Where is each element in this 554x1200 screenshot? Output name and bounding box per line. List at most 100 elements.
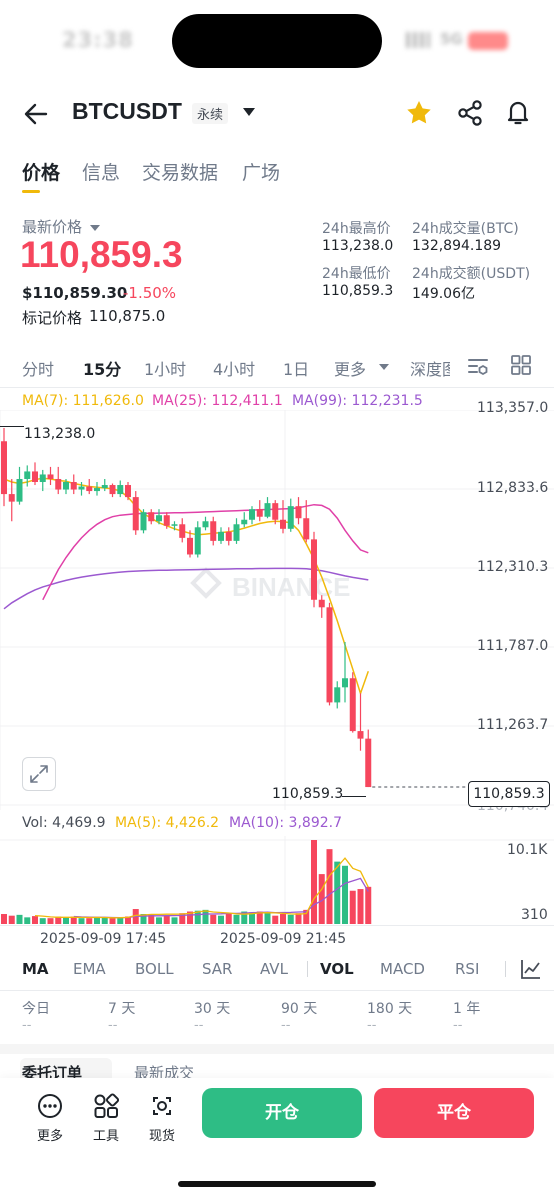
fullscreen-button[interactable]: [22, 757, 56, 791]
low-marker-label: 110,859.3: [272, 786, 344, 802]
tools-button[interactable]: 工具: [86, 1093, 126, 1144]
tab-latest-trades[interactable]: 最新成交: [134, 1064, 195, 1082]
indicator-tab-ma[interactable]: MA: [22, 960, 49, 978]
tab-info[interactable]: 信息: [82, 162, 121, 184]
candle-body: [295, 506, 302, 519]
watermark: BINANCE: [232, 572, 350, 602]
more-dots-icon: [38, 1094, 62, 1118]
volume-ma5-legend: MA(5): 4,426.2: [115, 815, 220, 831]
volume-bar: [101, 917, 108, 924]
candle-body: [16, 478, 23, 502]
candle-body: [171, 524, 178, 526]
indicator-tab-rsi[interactable]: RSI: [455, 960, 480, 978]
volume-bar: [272, 915, 279, 924]
chart-settings-icon[interactable]: [466, 354, 490, 378]
indicator-tab-avl[interactable]: AVL: [260, 960, 288, 978]
price-axis-label: 112,833.6: [477, 480, 549, 496]
spot-button[interactable]: 现货: [142, 1093, 182, 1144]
ma25-legend: MA(25): 112,411.1: [152, 393, 283, 409]
volume-bar: [249, 912, 255, 924]
spot-icon: [153, 1097, 171, 1115]
candle-body: [132, 497, 139, 531]
volume-bar: [156, 917, 162, 924]
caret-down-icon[interactable]: [242, 106, 256, 118]
volume-bar: [241, 911, 248, 924]
time-axis-label: 2025-09-09 17:45: [40, 931, 167, 947]
period-label: 今日: [22, 1001, 50, 1017]
bell-icon[interactable]: [503, 97, 533, 127]
back-arrow-icon[interactable]: [22, 100, 50, 128]
share-icon[interactable]: [455, 98, 485, 128]
volume-usdt-value: 149.06亿: [412, 286, 475, 302]
interval-4h[interactable]: 4小时: [213, 360, 256, 379]
last-price-label[interactable]: 最新价格: [22, 216, 100, 237]
volume-bar: [39, 918, 46, 924]
volume-bar: [194, 910, 201, 924]
candle-body: [8, 494, 15, 502]
volume-bar: [342, 865, 348, 924]
ma99-line: [3, 567, 369, 610]
candle-body: [303, 518, 310, 540]
caret-down-icon: [89, 225, 100, 231]
interval-more[interactable]: 更多: [334, 360, 367, 379]
high-marker-label: 113,238.0: [24, 426, 96, 442]
candle-body: [249, 509, 255, 520]
expand-icon: [30, 765, 48, 783]
period-value: --: [367, 1018, 377, 1033]
volume-btc-value: 132,894.189: [412, 238, 502, 254]
price-axis-label: 113,357.0: [477, 400, 549, 416]
candle-body: [47, 474, 54, 479]
tab-price[interactable]: 价格: [22, 162, 61, 184]
pair-title[interactable]: BTCUSDT: [72, 98, 182, 124]
status-time: 23:38: [62, 28, 134, 52]
favorite-star-icon[interactable]: [404, 98, 434, 128]
indicator-tab-vol[interactable]: VOL: [320, 960, 354, 978]
volume-bar: [16, 914, 23, 924]
volume-bar: [187, 911, 193, 924]
indicator-tab-boll[interactable]: BOLL: [135, 960, 174, 978]
close-position-button[interactable]: 平仓: [374, 1088, 534, 1138]
candle-body: [94, 488, 100, 492]
indicator-tab-ema[interactable]: EMA: [73, 960, 106, 978]
volume-axis-label: 10.1K: [507, 842, 548, 858]
period-value: --: [22, 1018, 32, 1033]
tab-open-orders[interactable]: 委托订单: [22, 1064, 83, 1082]
candle-body: [326, 607, 333, 703]
volume-bar: [349, 890, 356, 924]
candle-body: [241, 519, 248, 525]
volume-bar: [109, 918, 116, 924]
layout-grid-icon[interactable]: [510, 354, 532, 376]
current-price-tag: 110,859.3: [468, 781, 550, 807]
candle-body: [365, 738, 372, 788]
ma7-line: [3, 477, 370, 696]
interval-line[interactable]: 分时: [22, 360, 55, 379]
usd-price: $110,859.30: [22, 284, 128, 302]
candle-body: [264, 503, 271, 517]
volume-bar: [218, 915, 224, 924]
indicator-settings-icon[interactable]: [520, 958, 542, 980]
tab-trading-data[interactable]: 交易数据: [142, 162, 219, 184]
volume-btc-label: 24h成交量(BTC): [412, 221, 519, 237]
indicator-tab-macd[interactable]: MACD: [380, 960, 425, 978]
time-axis-label: 2025-09-09 21:45: [220, 931, 347, 947]
candle-body: [117, 485, 124, 495]
tab-square[interactable]: 广场: [242, 162, 281, 184]
caret-down-icon: [379, 364, 389, 370]
candlestick-chart[interactable]: BINANCE: [0, 410, 554, 810]
period-label: 1 年: [453, 1001, 481, 1017]
candle-body: [101, 485, 108, 489]
interval-15m[interactable]: 15分: [83, 360, 122, 379]
candle-body: [39, 474, 46, 483]
perpetual-badge: 永续: [192, 103, 229, 124]
interval-depth[interactable]: 深度图: [410, 360, 450, 379]
candle-body: [272, 503, 279, 520]
more-button[interactable]: 更多: [30, 1093, 70, 1144]
interval-1h[interactable]: 1小时: [144, 360, 187, 379]
high-marker-line: [0, 426, 24, 427]
indicator-tab-sar[interactable]: SAR: [202, 960, 233, 978]
open-position-button[interactable]: 开仓: [202, 1088, 362, 1138]
volume-chart[interactable]: [0, 836, 554, 926]
interval-1d[interactable]: 1日: [283, 360, 310, 379]
volume-bar: [318, 874, 325, 924]
divider: [307, 961, 308, 977]
